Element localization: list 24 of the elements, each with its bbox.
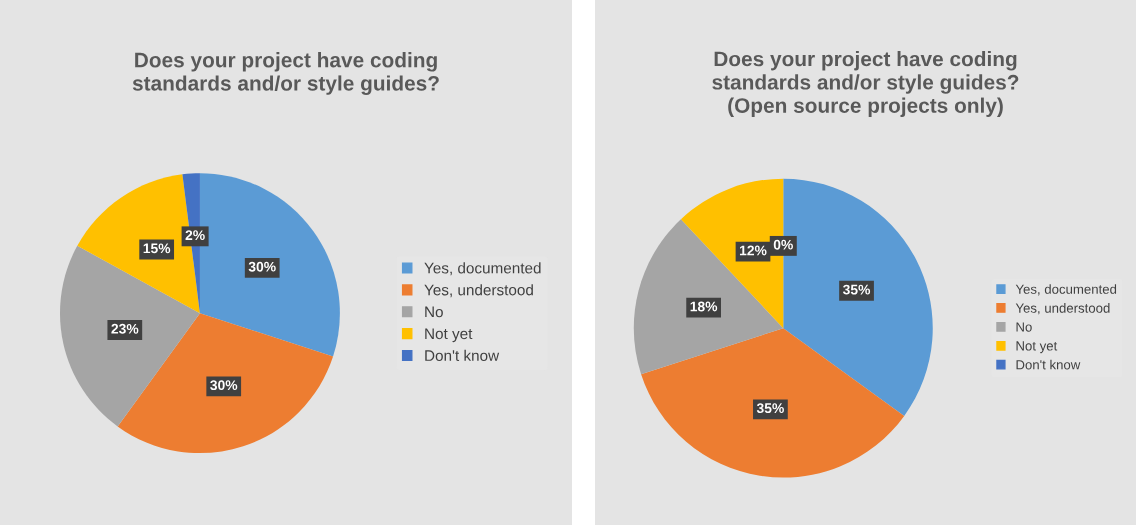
legend-label: Don't know [1016, 359, 1081, 370]
text: 0% [773, 239, 793, 250]
data-label: 35% [756, 403, 784, 414]
legend-label: No [425, 306, 443, 318]
legend-label: Yes, understood [1015, 303, 1110, 315]
data-label: 30% [210, 380, 238, 391]
legend-label: Yes, understood [424, 284, 533, 298]
pie-slice [60, 245, 200, 427]
data-label: 15% [143, 243, 171, 254]
legend-label: Don't know [425, 349, 500, 362]
data-label: 12% [739, 245, 767, 256]
legend-label: Yes, documented [1015, 284, 1117, 296]
data-label: 18% [690, 301, 718, 312]
legend-label: Not yet [425, 328, 473, 343]
data-label: 30% [248, 261, 276, 272]
chart-title: Does your project have coding standards and/or style guides? (Open source projects only) [712, 51, 1019, 117]
legend-label: No [1016, 322, 1032, 332]
data-label: 35% [842, 284, 871, 295]
data-label: 23% [111, 323, 139, 334]
legend-label: Yes, documented [424, 262, 541, 276]
pie-slice [641, 328, 905, 478]
legend-label: Not yet [1016, 341, 1058, 354]
data-label: 2% [185, 230, 205, 241]
chart-title: Does your project have coding standards and/or style guides? [132, 52, 439, 95]
